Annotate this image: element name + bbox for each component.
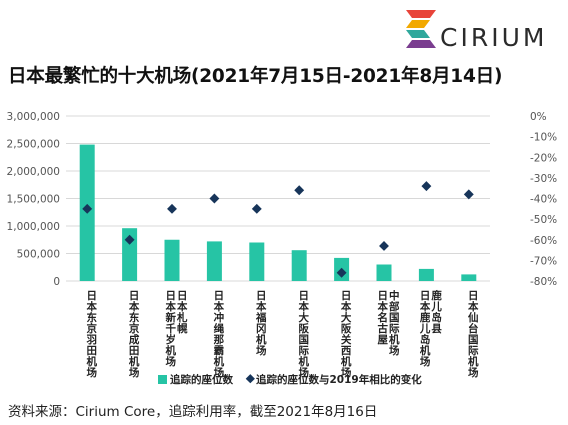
category-label: 日本福冈机场 xyxy=(255,290,267,356)
left-tick-label: 3,000,000 xyxy=(7,111,60,123)
category-label: 日本仙台国际机场 xyxy=(467,290,479,378)
category-label: 中部国际机场 xyxy=(388,289,400,356)
change-marker xyxy=(167,203,177,214)
left-tick-label: 2,500,000 xyxy=(7,139,60,151)
bar xyxy=(418,268,434,281)
bar-chart: 0 500,000 1,000,000 1,500,000 2,000,000 2,500… xyxy=(7,111,558,386)
bar xyxy=(376,264,392,281)
right-tick-label: 0% xyxy=(530,111,547,123)
left-tick-label: 0 xyxy=(53,276,60,288)
cirium-logo-icon xyxy=(406,10,436,48)
right-tick-label: -10% xyxy=(530,132,557,144)
right-tick-label: -50% xyxy=(530,214,557,226)
left-tick-label: 500,000 xyxy=(17,249,60,261)
change-marker xyxy=(251,203,262,214)
brand-logo-text: CIRIUM xyxy=(440,23,548,52)
legend-swatch-marker xyxy=(245,374,255,384)
left-tick-label: 1,000,000 xyxy=(7,221,60,233)
change-marker xyxy=(209,193,220,204)
chart-title: 日本最繁忙的十大机场(2021年7月15日-2021年8月14日) xyxy=(8,66,503,87)
bar xyxy=(249,242,265,281)
legend-label-bar: 追踪的座位数 xyxy=(170,373,233,386)
right-tick-label: -20% xyxy=(530,152,557,164)
right-tick-label: -70% xyxy=(530,255,557,267)
brand-header: CIRIUM xyxy=(0,0,568,58)
category-label: 日本东京羽田机场 xyxy=(85,290,97,378)
right-tick-label: -40% xyxy=(530,194,557,206)
category-label: 日本东京成田机场 xyxy=(128,290,140,378)
category-label: 日本名古屋 xyxy=(376,290,388,345)
legend-swatch-bar xyxy=(158,375,167,384)
bar xyxy=(291,250,307,281)
category-label: 日本新千岁机场 xyxy=(164,290,176,367)
change-marker xyxy=(379,240,389,251)
category-label: 日本大阪国际机场 xyxy=(297,290,309,378)
change-marker xyxy=(124,234,135,245)
category-label: 日本冲绳那霸机场 xyxy=(212,290,224,378)
change-marker xyxy=(294,185,305,196)
source-note: 资料来源：Cirium Core，追踪利用率，截至2021年8月16日 xyxy=(8,404,378,420)
bar xyxy=(461,274,477,281)
right-tick-label: -30% xyxy=(530,173,557,185)
left-tick-label: 1,500,000 xyxy=(7,194,60,206)
category-label: 日本札幌 xyxy=(176,290,188,334)
change-marker xyxy=(421,181,432,192)
category-label: 日本大阪关西机场 xyxy=(340,290,352,378)
bar xyxy=(206,241,222,281)
left-tick-label: 2,000,000 xyxy=(7,166,60,178)
change-marker xyxy=(82,203,93,214)
bar xyxy=(164,239,180,281)
category-label: 日本鹿儿岛机场 xyxy=(419,290,431,367)
bar xyxy=(122,228,138,281)
change-marker xyxy=(463,189,474,200)
category-label: 鹿儿岛县 xyxy=(430,289,442,334)
right-tick-label: -60% xyxy=(530,235,557,247)
right-tick-label: -80% xyxy=(530,276,557,288)
legend-label-marker: 追踪的座位数与2019年相比的变化 xyxy=(256,373,422,386)
